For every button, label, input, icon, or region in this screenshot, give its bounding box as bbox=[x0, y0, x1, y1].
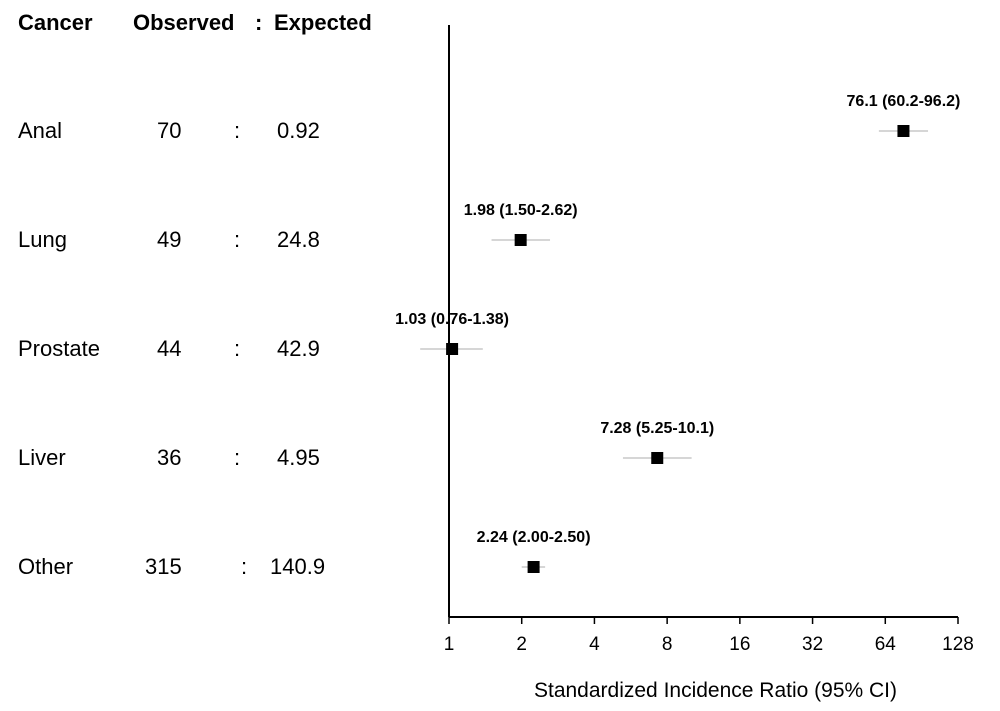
header-observed: Observed bbox=[133, 10, 235, 35]
point-marker bbox=[651, 452, 664, 464]
row-observed: 315 bbox=[145, 554, 182, 579]
row-observed: 70 bbox=[157, 118, 182, 143]
header-separator: : bbox=[255, 10, 263, 35]
point-marker bbox=[514, 234, 527, 246]
x-tick-label: 128 bbox=[942, 634, 974, 655]
row-observed: 36 bbox=[157, 445, 182, 470]
point-marker bbox=[446, 343, 459, 355]
row-observed: 49 bbox=[157, 227, 182, 252]
x-tick-label: 1 bbox=[444, 634, 455, 655]
x-tick-label: 4 bbox=[589, 634, 600, 655]
row-separator: : bbox=[234, 336, 241, 361]
x-axis-title: Standardized Incidence Ratio (95% CI) bbox=[534, 679, 897, 702]
row-separator: : bbox=[234, 445, 241, 470]
row-cancer-name: Lung bbox=[18, 227, 67, 252]
row-separator: : bbox=[241, 554, 248, 579]
row-cancer-name: Anal bbox=[18, 118, 63, 143]
row-separator: : bbox=[234, 118, 241, 143]
point-marker bbox=[897, 125, 910, 137]
x-tick-label: 32 bbox=[802, 634, 823, 655]
data-label: 76.1 (60.2-96.2) bbox=[847, 93, 961, 110]
header-expected: Expected bbox=[274, 10, 372, 35]
row-expected: 4.95 bbox=[277, 445, 320, 470]
point-marker bbox=[527, 561, 540, 573]
row-separator: : bbox=[234, 227, 241, 252]
data-label: 7.28 (5.25-10.1) bbox=[600, 420, 714, 437]
row-expected: 24.8 bbox=[277, 227, 320, 252]
row-observed: 44 bbox=[157, 336, 182, 361]
row-expected: 42.9 bbox=[277, 336, 320, 361]
x-tick-label: 16 bbox=[729, 634, 750, 655]
row-cancer-name: Other bbox=[18, 554, 74, 579]
row-expected: 0.92 bbox=[277, 118, 320, 143]
x-tick-label: 8 bbox=[662, 634, 673, 655]
data-label: 2.24 (2.00-2.50) bbox=[477, 529, 591, 546]
data-label: 1.98 (1.50-2.62) bbox=[464, 202, 578, 219]
row-cancer-name: Liver bbox=[18, 445, 66, 470]
row-cancer-name: Prostate bbox=[18, 336, 100, 361]
row-expected: 140.9 bbox=[270, 554, 326, 579]
x-tick-label: 64 bbox=[875, 634, 897, 655]
x-tick-label: 2 bbox=[516, 634, 527, 655]
header-cancer: Cancer bbox=[18, 10, 93, 35]
data-label: 1.03 (0.76-1.38) bbox=[395, 311, 509, 328]
